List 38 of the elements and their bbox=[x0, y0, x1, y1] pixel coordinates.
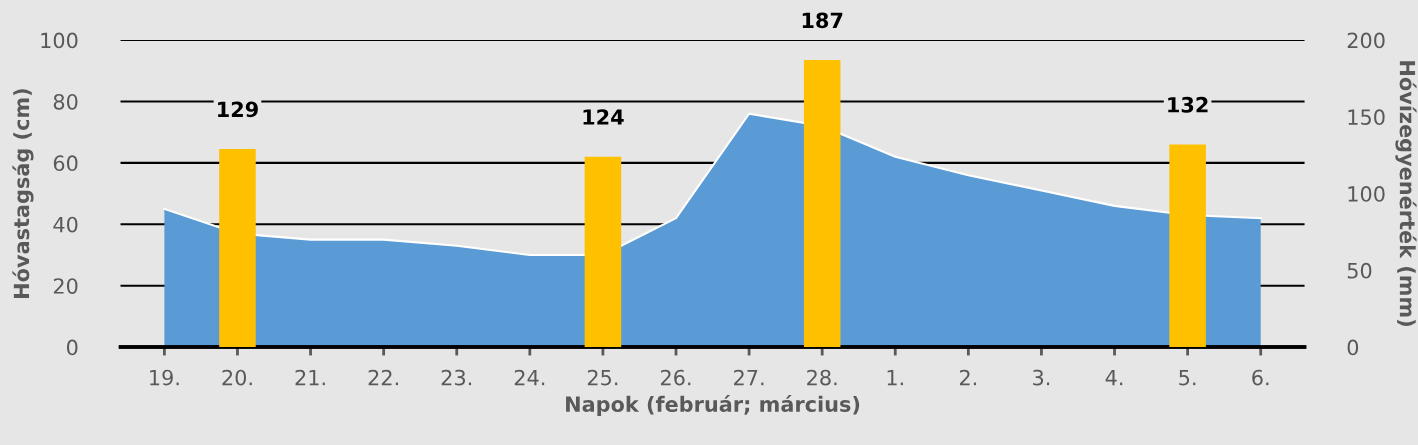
x-tick-label: 4. bbox=[1105, 369, 1123, 386]
y-tick-label: 100 bbox=[41, 32, 78, 49]
x-tick-label: 25. bbox=[587, 369, 618, 386]
y-axis-title: Hóvastagság (cm) bbox=[12, 89, 34, 298]
x-tick-label: 3. bbox=[1033, 369, 1050, 386]
y-tick-label: 80 bbox=[53, 93, 78, 110]
x-tick-label: 27. bbox=[734, 369, 764, 386]
x-tick-label: 22. bbox=[368, 369, 398, 386]
x-tick-label: 19. bbox=[150, 369, 179, 386]
x-tick-label: 24. bbox=[514, 369, 545, 386]
y2-tick-label: 150 bbox=[1348, 109, 1385, 126]
y-tick-label: 0 bbox=[66, 339, 78, 356]
data-label: 132 bbox=[1168, 96, 1208, 113]
x-tick-label: 1. bbox=[887, 369, 903, 386]
y-tick-label: 40 bbox=[53, 216, 78, 233]
bar bbox=[219, 149, 256, 348]
y2-tick-label: 0 bbox=[1347, 339, 1359, 356]
y-tick-label: 60 bbox=[53, 155, 78, 172]
x-tick-label: 26. bbox=[660, 369, 691, 386]
y2-tick-label: 200 bbox=[1347, 32, 1385, 49]
bar bbox=[1169, 144, 1206, 348]
y2-tick-label: 100 bbox=[1348, 186, 1385, 202]
x-tick-label: 23. bbox=[441, 369, 472, 386]
y2-tick-label: 50 bbox=[1347, 262, 1372, 279]
x-tick-label: 21. bbox=[295, 369, 325, 386]
data-label: 129 bbox=[218, 101, 258, 118]
x-tick-label: 5. bbox=[1179, 369, 1196, 386]
bar bbox=[803, 60, 841, 348]
x-tick-label: 2. bbox=[959, 369, 977, 386]
x-tick-label: 6. bbox=[1252, 369, 1269, 386]
x-tick-label: 20. bbox=[222, 369, 252, 386]
bar bbox=[584, 156, 622, 348]
y2-axis-title: Hóvízegyenérték (mm) bbox=[1395, 61, 1417, 326]
x-tick-label: 28. bbox=[807, 369, 837, 386]
y-tick-label: 20 bbox=[53, 278, 78, 294]
data-label: 124 bbox=[583, 109, 624, 125]
data-label: 187 bbox=[802, 12, 843, 29]
x-axis-title: Napok (február; március) bbox=[566, 395, 860, 417]
